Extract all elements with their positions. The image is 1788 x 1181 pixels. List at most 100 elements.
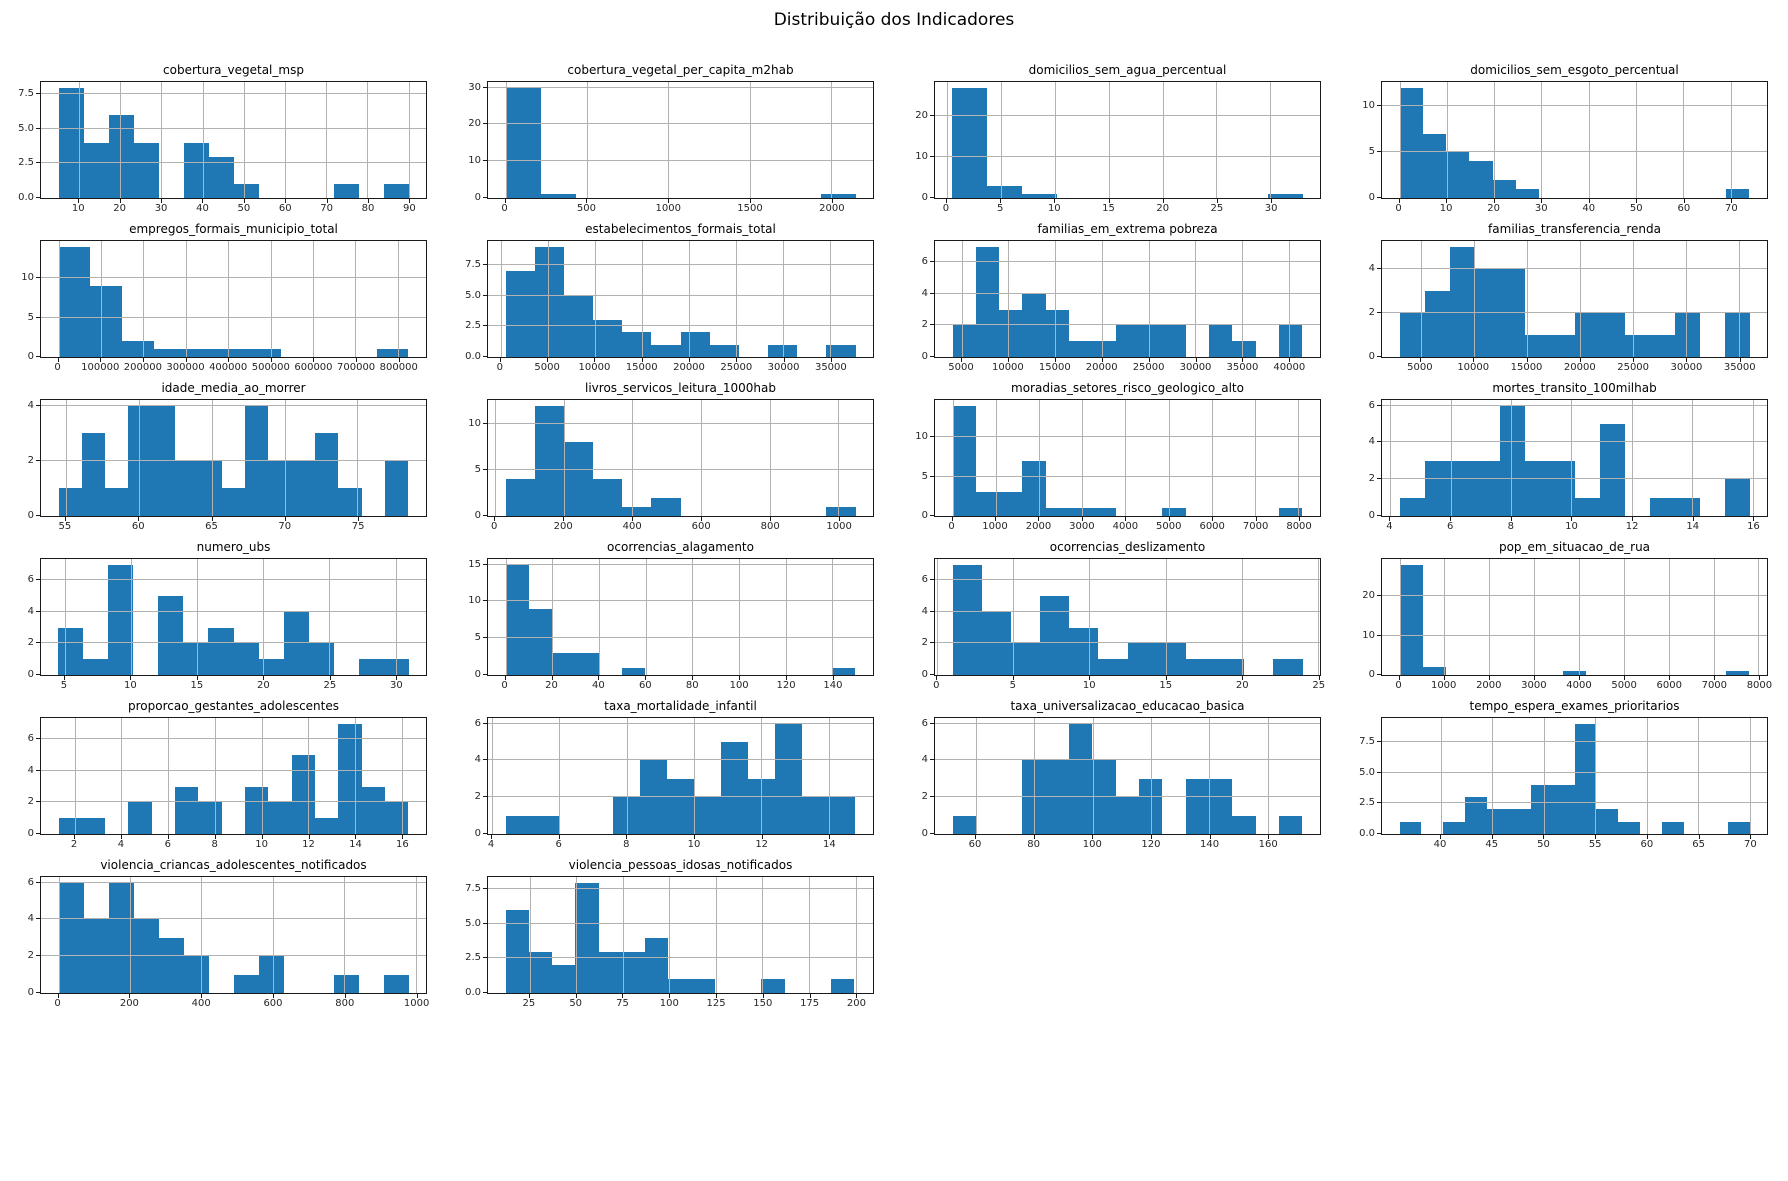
x-tick-label: 30000 — [1670, 362, 1703, 373]
histogram-bar — [83, 659, 109, 675]
histogram-bar — [128, 802, 152, 834]
histogram-bar — [1092, 508, 1116, 516]
x-tick-mark — [368, 199, 370, 203]
x-tick-label: 500000 — [251, 362, 290, 373]
x-gridline — [946, 82, 948, 198]
histogram-bar — [233, 643, 259, 675]
chart-title: mortes_transito_100milhab — [1492, 381, 1657, 395]
x-tick-mark — [750, 199, 752, 203]
x-tick-label: 0 — [54, 998, 61, 1009]
histogram-bar — [1092, 341, 1116, 357]
x-tick-mark — [284, 517, 286, 521]
histogram-bar — [1273, 659, 1303, 675]
y-tick-label: 15 — [468, 558, 481, 570]
x-tick-mark — [975, 835, 977, 839]
y-tick-mark — [483, 197, 487, 198]
x-tick-label: 125 — [706, 998, 726, 1009]
x-tick-mark — [1579, 676, 1580, 680]
x-tick-label: 25 — [1210, 203, 1224, 214]
histogram-bar — [245, 405, 269, 516]
y-tick-mark — [483, 637, 487, 639]
histogram-bar — [667, 778, 694, 834]
y-tick-mark — [36, 316, 40, 318]
x-tick-label: 5 — [1009, 680, 1016, 691]
histogram-panel: ocorrencias_deslizamento 0 2 4 6 0 5 10 15 20 25 — [894, 539, 1341, 698]
y-tick-mark — [483, 123, 487, 125]
x-tick-mark — [1450, 517, 1452, 521]
y-tick-mark — [483, 922, 487, 924]
x-tick-label: 1500 — [737, 203, 763, 214]
y-tick-mark — [930, 324, 934, 326]
histogram-bar — [505, 479, 535, 516]
plot-area — [40, 240, 427, 358]
plot-area — [487, 558, 874, 676]
y-tick-label: 4 — [1368, 262, 1375, 274]
histogram-bar — [58, 246, 91, 357]
histogram-bar — [1215, 659, 1245, 675]
x-tick-label: 700000 — [337, 362, 376, 373]
histogram-bar — [1399, 821, 1422, 834]
y-tick-label: 6 — [27, 574, 34, 586]
x-tick-label: 3000 — [1521, 680, 1547, 691]
x-gridline — [492, 718, 494, 834]
x-tick-mark — [1510, 517, 1512, 521]
x-tick-mark — [1012, 676, 1014, 680]
y-tick-label: 5 — [27, 311, 34, 323]
x-tick-mark — [551, 676, 553, 680]
histogram-bar — [1499, 405, 1525, 516]
x-tick-label: 4 — [487, 839, 495, 850]
x-tick-label: 500 — [576, 203, 596, 214]
x-tick-mark — [1419, 358, 1421, 362]
y-tick-label: 5 — [474, 632, 481, 644]
y-tick-mark — [36, 93, 40, 95]
histogram-bar — [598, 951, 622, 993]
x-tick-label: 12 — [1625, 521, 1639, 532]
x-gridline — [1390, 400, 1392, 516]
x-gridline — [855, 877, 857, 993]
x-gridline — [1752, 400, 1754, 516]
y-tick-label: 5.0 — [465, 289, 481, 301]
x-tick-label: 6000 — [1199, 521, 1225, 532]
x-tick-label: 8 — [1507, 521, 1514, 532]
y-tick-mark — [483, 796, 487, 798]
histogram-bar — [315, 818, 339, 834]
y-tick-mark — [36, 955, 40, 957]
histogram-bar — [622, 667, 646, 675]
histogram-bar — [621, 951, 646, 993]
histogram-bar — [90, 285, 123, 357]
x-tick-label: 800000 — [379, 362, 418, 373]
x-tick-mark — [130, 676, 132, 680]
x-tick-mark — [120, 835, 122, 839]
y-tick-mark — [930, 436, 934, 438]
histogram-bar — [1474, 268, 1500, 357]
y-tick-mark — [36, 404, 40, 406]
y-tick-label: 2 — [1368, 473, 1375, 485]
y-tick-mark — [36, 769, 40, 771]
x-tick-label: 5 — [60, 680, 68, 691]
histogram-bar — [1524, 460, 1550, 516]
y-tick-label: 6 — [921, 574, 928, 586]
y-tick-label: 5 — [474, 463, 481, 475]
x-tick-mark — [57, 358, 59, 362]
y-tick-label: 6 — [1368, 399, 1375, 411]
histogram-bars — [505, 559, 856, 675]
histogram-bar — [613, 797, 641, 834]
histogram-bar — [1185, 778, 1210, 834]
x-tick-label: 10 — [71, 203, 85, 214]
x-tick-label: 20000 — [673, 362, 705, 373]
histogram-bar — [175, 786, 199, 834]
histogram-bar — [1127, 643, 1157, 675]
y-tick-label: 2 — [921, 791, 928, 803]
x-tick-label: 20000 — [1563, 362, 1596, 373]
histogram-bar — [383, 184, 409, 198]
histogram-bar — [58, 488, 82, 516]
x-tick-label: 0 — [491, 521, 498, 532]
x-tick-mark — [1125, 517, 1127, 521]
histogram-bar — [183, 956, 209, 993]
y-tick-mark — [1377, 478, 1381, 480]
x-tick-mark — [494, 517, 496, 521]
x-tick-label: 5000 — [534, 362, 560, 373]
histogram-bars — [505, 718, 856, 834]
histogram-bar — [1098, 659, 1128, 675]
histogram-bar — [528, 951, 553, 993]
